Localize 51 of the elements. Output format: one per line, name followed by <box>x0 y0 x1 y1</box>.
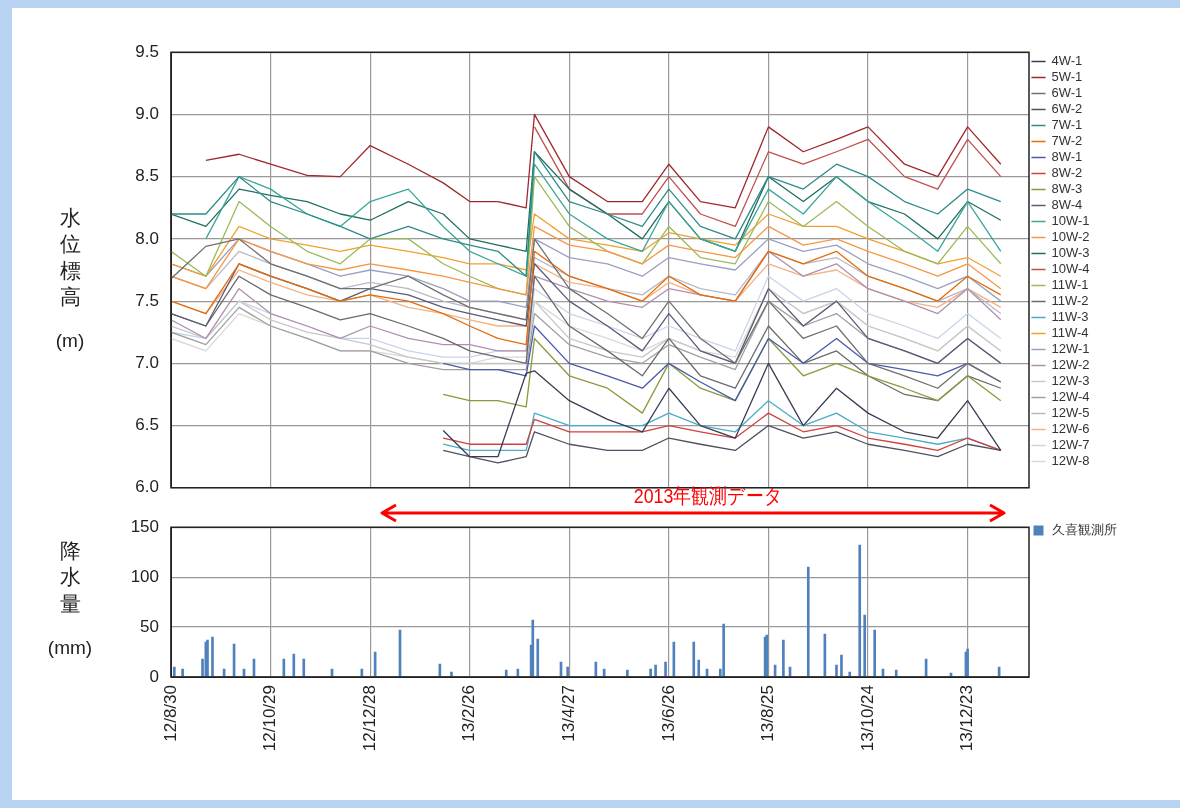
y-tick-label: 8.5 <box>135 166 159 186</box>
legend-label: 12W-4 <box>1051 389 1090 405</box>
y-axis-title: 水位標高 (m) <box>54 205 86 352</box>
x-tick-label: 13/6/26 <box>658 685 678 742</box>
annotation: 2013年観測データ <box>633 483 783 509</box>
legend-label: 11W-4 <box>1051 325 1089 341</box>
x-tick-label: 13/8/25 <box>758 685 778 742</box>
y-tick-label: 0 <box>149 666 159 686</box>
y-tick-label: 6.0 <box>135 477 159 497</box>
legend-label: 10W-3 <box>1051 245 1090 261</box>
legend-label: 4W-1 <box>1051 53 1083 69</box>
y-tick-label: 8.0 <box>135 228 159 248</box>
y-tick-label: 6.5 <box>135 415 159 435</box>
legend-label: 10W-1 <box>1051 213 1090 229</box>
legend-label: 5W-1 <box>1051 69 1083 85</box>
legend-label: 11W-3 <box>1051 309 1089 325</box>
x-tick-label: 12/12/28 <box>359 685 379 752</box>
legend-label: 11W-1 <box>1051 277 1089 293</box>
legend-label: 12W-5 <box>1051 405 1090 421</box>
legend-label: 12W-8 <box>1051 453 1090 469</box>
legend-label: 12W-6 <box>1051 421 1090 437</box>
legend-label: 10W-4 <box>1051 261 1090 277</box>
y-tick-label: 7.0 <box>135 353 159 373</box>
legend-label: 11W-2 <box>1051 293 1089 309</box>
legend-label: 8W-4 <box>1051 197 1083 213</box>
legend-label: 7W-2 <box>1051 133 1083 149</box>
legend-label: 8W-2 <box>1051 165 1083 181</box>
x-tick-label: 13/4/27 <box>558 685 578 742</box>
legend-label: 7W-1 <box>1051 117 1083 133</box>
y-tick-label: 9.0 <box>135 104 159 124</box>
legend-label: 12W-3 <box>1051 373 1090 389</box>
legend-label: 6W-2 <box>1051 101 1083 117</box>
y-tick-label: 9.5 <box>135 41 159 61</box>
legend-label: 12W-7 <box>1051 437 1090 453</box>
legend-label: 久喜観測所 <box>1051 522 1117 538</box>
y-tick-label: 100 <box>130 566 159 586</box>
y-tick-label: 150 <box>130 516 159 536</box>
x-tick-label: 12/10/29 <box>260 685 280 752</box>
y-tick-label: 7.5 <box>135 290 159 310</box>
x-tick-label: 13/2/26 <box>459 685 479 742</box>
legend-label: 12W-1 <box>1051 341 1090 357</box>
legend-label: 8W-1 <box>1051 149 1083 165</box>
legend-label: 12W-2 <box>1051 357 1090 373</box>
y-axis-title: 降水量 (mm) <box>46 538 94 659</box>
x-tick-label: 13/10/24 <box>857 685 877 752</box>
legend-label: 8W-3 <box>1051 181 1083 197</box>
x-tick-label: 12/8/30 <box>160 685 180 742</box>
y-tick-label: 50 <box>140 616 159 636</box>
legend-label: 6W-1 <box>1051 85 1083 101</box>
x-tick-label: 13/12/23 <box>957 685 977 752</box>
legend-label: 10W-2 <box>1051 229 1090 245</box>
